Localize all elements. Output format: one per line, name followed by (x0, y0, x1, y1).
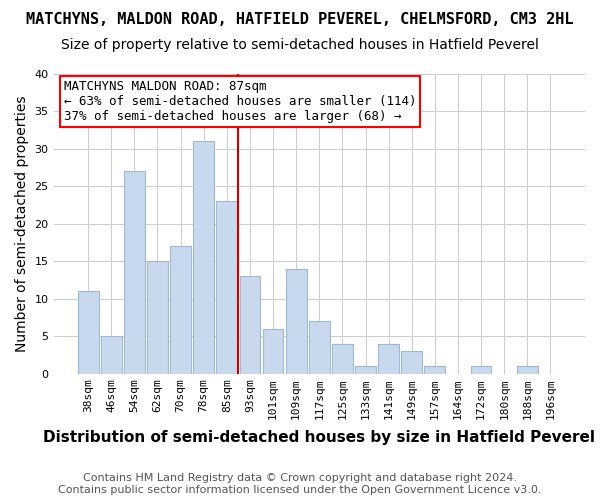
Bar (309, 321, 329, 374)
Bar (239, 276, 260, 374)
Bar (378, 344, 399, 374)
Bar (332, 344, 353, 374)
Bar (101, 336, 122, 374)
Text: MATCHYNS MALDON ROAD: 87sqm
← 63% of semi-detached houses are smaller (114)
37% : MATCHYNS MALDON ROAD: 87sqm ← 63% of sem… (64, 80, 416, 123)
Bar (170, 246, 191, 374)
Bar (77, 291, 98, 374)
Bar (355, 366, 376, 374)
Bar (147, 261, 168, 374)
X-axis label: Distribution of semi-detached houses by size in Hatfield Peverel: Distribution of semi-detached houses by … (43, 430, 595, 445)
Bar (286, 268, 307, 374)
Bar (217, 202, 237, 374)
Bar (193, 142, 214, 374)
Text: Contains HM Land Registry data © Crown copyright and database right 2024.
Contai: Contains HM Land Registry data © Crown c… (58, 474, 542, 495)
Y-axis label: Number of semi-detached properties: Number of semi-detached properties (15, 96, 29, 352)
Bar (424, 366, 445, 374)
Bar (263, 328, 283, 374)
Bar (517, 366, 538, 374)
Text: MATCHYNS, MALDON ROAD, HATFIELD PEVEREL, CHELMSFORD, CM3 2HL: MATCHYNS, MALDON ROAD, HATFIELD PEVEREL,… (26, 12, 574, 28)
Bar (470, 366, 491, 374)
Text: Size of property relative to semi-detached houses in Hatfield Peverel: Size of property relative to semi-detach… (61, 38, 539, 52)
Bar (401, 351, 422, 374)
Bar (124, 172, 145, 374)
